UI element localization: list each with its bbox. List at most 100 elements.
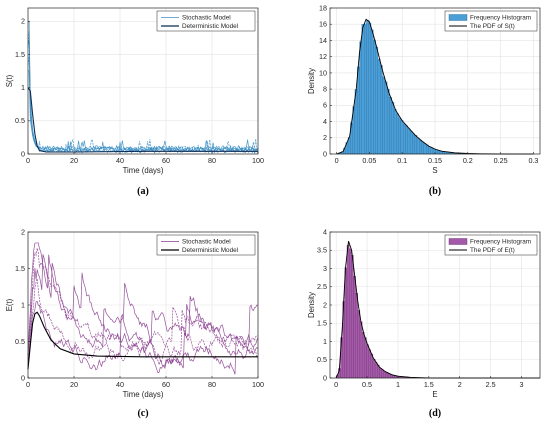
legend-label: Frequency Histogram — [470, 15, 531, 22]
series-line-stochastic — [27, 70, 259, 154]
x-axis-label: Time (days) — [123, 390, 164, 399]
x-tick-label: 0.25 — [494, 156, 508, 165]
histogram-bar — [386, 89, 390, 155]
y-tick-label: 0.5 — [15, 337, 25, 346]
x-tick-label: 40 — [116, 156, 124, 165]
y-tick-label: 8 — [323, 85, 327, 94]
histogram-bar — [380, 65, 383, 155]
x-tick-label: 0.3 — [528, 156, 538, 165]
histogram-bar — [382, 76, 385, 155]
x-tick-label: 0.15 — [428, 156, 442, 165]
chart-panel-c: 0 20 40 60 80 100 0 0.5 1 1.5 2 Time (days) E(t) Stoc… — [5, 227, 264, 419]
histogram-bar — [359, 321, 363, 379]
x-axis-label: S — [432, 166, 437, 175]
y-tick-label: 6 — [323, 101, 327, 110]
chart-panel-a: 0 20 40 60 80 100 0 0.5 1 1.5 2 Time (days) S(t) Stoc… — [5, 7, 264, 197]
series-line-stochastic — [27, 31, 259, 154]
x-tick-label: 3 — [519, 380, 523, 389]
x-tick-label: 1 — [396, 380, 400, 389]
histogram-bar — [351, 255, 354, 379]
histogram-bar — [346, 244, 350, 379]
histogram-bar — [366, 344, 369, 379]
histogram-bar — [375, 46, 379, 155]
legend-box — [156, 234, 256, 256]
histogram-bar — [379, 367, 382, 379]
y-tick-label: 2 — [323, 300, 327, 309]
x-tick-label: 80 — [208, 156, 216, 165]
series-line-stochastic — [27, 300, 259, 374]
legend-box — [444, 10, 538, 32]
y-tick-label: 18 — [319, 3, 327, 12]
x-tick-label: 0.1 — [397, 156, 407, 165]
x-tick-label: 0.5 — [362, 380, 372, 389]
y-tick-label: 2 — [21, 227, 25, 236]
x-tick-label: 100 — [252, 156, 264, 165]
y-tick-label: 3 — [323, 264, 327, 273]
histogram-bar — [373, 39, 376, 155]
legend-label: The PDF of S(t) — [470, 23, 515, 30]
x-tick-label: 0 — [26, 156, 30, 165]
y-tick-label: 4 — [323, 227, 327, 236]
histogram-bar — [368, 349, 371, 379]
histogram-bar — [370, 29, 374, 155]
histogram-bar — [355, 292, 358, 379]
histogram-bar — [407, 128, 411, 155]
histogram-bar — [368, 22, 372, 155]
plot-area — [28, 8, 258, 154]
histogram-bar — [372, 359, 376, 379]
legend-label: Stochastic Model — [182, 15, 231, 22]
y-axis-label: S(t) — [5, 74, 14, 87]
x-tick-label: 60 — [162, 156, 170, 165]
histogram-bar — [353, 275, 356, 379]
series-line-deterministic — [27, 87, 258, 153]
histogram-bar — [377, 58, 381, 155]
histogram-bar — [405, 125, 408, 155]
y-tick-label: 0.5 — [15, 116, 25, 125]
histogram-bar — [391, 102, 395, 155]
chart-panel-b: 0 0.05 0.1 0.15 0.2 0.25 0.3 0 2 4 6 8 10 12 14 16 18 S De… — [307, 3, 541, 197]
histogram-bar — [393, 109, 397, 155]
histogram-bar — [370, 353, 374, 379]
y-axis-label: Density — [307, 68, 316, 94]
y-tick-label: 1 — [21, 300, 25, 309]
histogram-bar — [396, 113, 399, 155]
legend-swatch-bar — [448, 238, 468, 245]
series-line-stochastic — [27, 242, 259, 360]
legend-label: Deterministic Model — [182, 23, 238, 30]
histogram-bar — [384, 81, 388, 155]
y-tick-label: 0 — [323, 373, 327, 382]
y-tick-label: 0 — [323, 149, 327, 158]
series-line-deterministic — [27, 311, 258, 370]
y-axis-label: Density — [307, 292, 316, 318]
x-tick-label: 40 — [116, 380, 124, 389]
histogram-bar — [364, 23, 367, 155]
pdf-curve — [336, 18, 534, 155]
histogram-bar — [364, 337, 367, 379]
y-tick-label: 1.5 — [317, 319, 327, 328]
legend-box — [156, 10, 256, 32]
panel-caption: (b) — [429, 186, 441, 197]
histogram-bar — [409, 130, 413, 155]
histogram-bar — [357, 310, 361, 379]
x-axis-label: E — [432, 390, 437, 399]
histogram-bar — [430, 147, 434, 155]
x-tick-label: 0.05 — [362, 156, 376, 165]
histogram-bar — [421, 141, 424, 155]
histogram-bar — [423, 143, 427, 155]
x-tick-label: 2 — [458, 380, 462, 389]
y-tick-label: 0.5 — [317, 355, 327, 364]
histogram-bar — [403, 123, 406, 155]
histogram-bar — [374, 362, 378, 379]
histogram-bar — [383, 371, 387, 379]
y-tick-label: 0 — [21, 149, 25, 158]
y-tick-label: 3.5 — [317, 246, 327, 255]
y-tick-label: 2 — [323, 133, 327, 142]
legend-label: Frequency Histogram — [470, 239, 531, 246]
x-axis-label: Time (days) — [123, 166, 164, 175]
legend-swatch-bar — [448, 14, 468, 21]
histogram-bar — [419, 139, 422, 155]
histogram-bar — [344, 267, 348, 379]
